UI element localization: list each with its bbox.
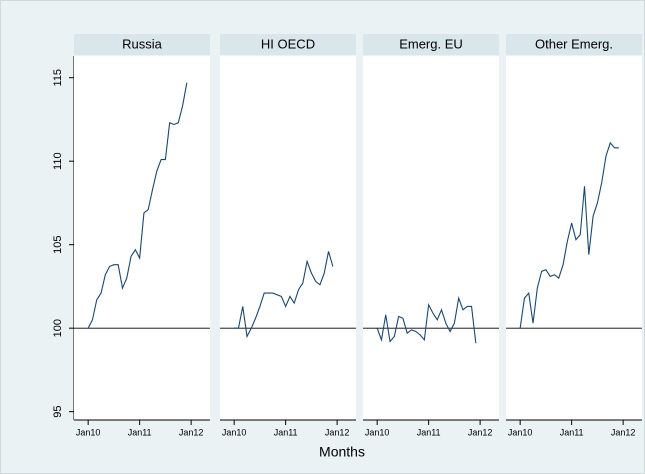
x-tick-label: Jan11 bbox=[560, 427, 584, 437]
panel bbox=[506, 56, 642, 420]
series-line bbox=[376, 295, 477, 344]
panel-title: Russia bbox=[122, 36, 163, 51]
x-tick-label: Jan11 bbox=[128, 427, 152, 437]
y-tick-label: 100 bbox=[52, 319, 64, 337]
panel-header bbox=[220, 34, 356, 55]
series-line bbox=[87, 82, 188, 329]
panel-title: Other Emerg. bbox=[535, 36, 613, 51]
panel bbox=[363, 56, 499, 420]
x-tick-label: Jan12 bbox=[611, 427, 636, 437]
y-tick-label: 115 bbox=[52, 69, 64, 87]
x-tick-label: Jan10 bbox=[508, 427, 533, 437]
x-tick-label: Jan11 bbox=[417, 427, 441, 437]
x-tick-label: Jan10 bbox=[222, 427, 247, 437]
x-tick-label: Jan10 bbox=[365, 427, 390, 437]
y-tick-label: 110 bbox=[52, 152, 64, 170]
x-tick-label: Jan12 bbox=[179, 427, 204, 437]
y-tick-label: 105 bbox=[52, 235, 64, 253]
panel bbox=[220, 56, 356, 420]
series-line bbox=[519, 141, 619, 329]
x-tick-label: Jan12 bbox=[468, 427, 493, 437]
x-tick-label: Jan12 bbox=[325, 427, 350, 437]
x-tick-label: Jan11 bbox=[274, 427, 298, 437]
x-tick-label: Jan10 bbox=[76, 427, 101, 437]
panel-title: HI OECD bbox=[261, 36, 315, 51]
series-line bbox=[234, 251, 334, 339]
panel-title: Emerg. EU bbox=[399, 36, 463, 51]
panel-header bbox=[74, 34, 210, 55]
panel-header bbox=[363, 34, 499, 55]
y-tick-label: 95 bbox=[52, 406, 64, 418]
panel-header bbox=[506, 34, 642, 55]
x-axis-label: Months bbox=[319, 444, 365, 460]
